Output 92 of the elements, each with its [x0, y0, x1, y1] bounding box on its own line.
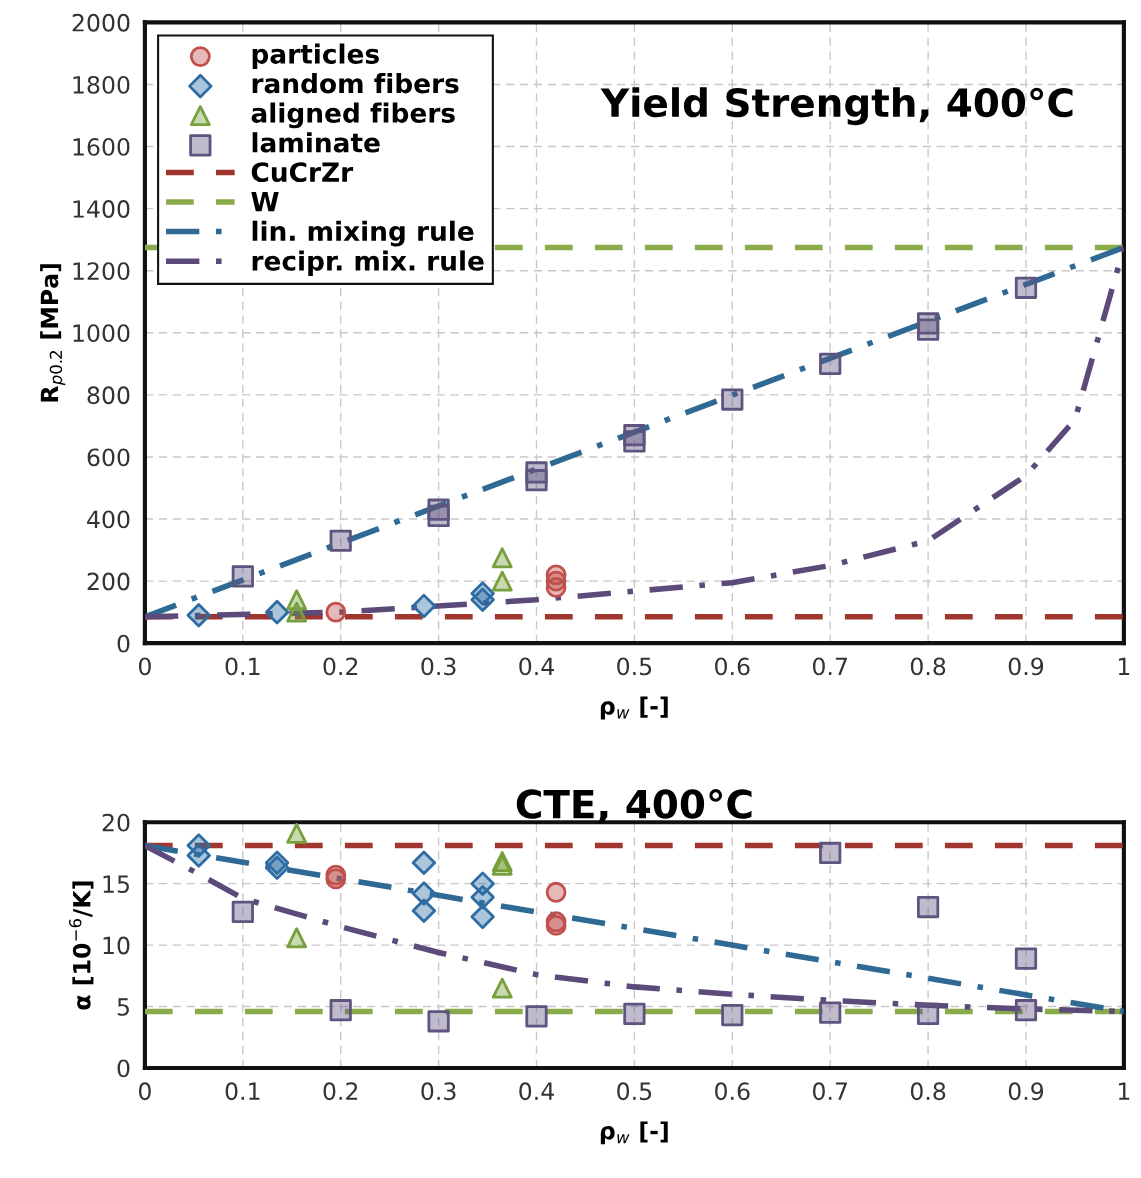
- point: [264, 599, 290, 625]
- point: [819, 1001, 842, 1024]
- point: [721, 388, 744, 411]
- point: [916, 318, 940, 341]
- y-tick-label: 1600: [73, 137, 130, 156]
- legend-label: lin. mixing rule: [252, 220, 474, 247]
- x-tick-label: 0.5: [617, 1082, 652, 1101]
- point: [286, 927, 308, 949]
- x-tick-label: 0.5: [617, 657, 652, 676]
- x-tick-label: 0.6: [715, 1082, 750, 1101]
- point: [329, 999, 352, 1022]
- x-tick-label: 0.8: [910, 657, 946, 676]
- point: [623, 430, 646, 453]
- point: [411, 593, 437, 619]
- x-tick-label: 0.1: [225, 657, 260, 676]
- y-axis-title: α [10$^{−6}$/K]: [69, 881, 94, 1010]
- legend-label: W: [251, 192, 279, 212]
- point: [491, 977, 513, 999]
- point: [545, 576, 567, 598]
- y-tick-label: 1000: [73, 324, 130, 343]
- point: [491, 547, 513, 569]
- y-tick-label: 1800: [73, 75, 130, 94]
- point: [1014, 947, 1038, 970]
- x-tick-label: 0.4: [519, 1082, 554, 1101]
- point: [1014, 999, 1038, 1022]
- point: [470, 904, 495, 930]
- point: [286, 601, 308, 623]
- point: [1014, 276, 1038, 299]
- legend-label: aligned fibers: [251, 102, 455, 129]
- x-tick-label: 0: [138, 1082, 151, 1101]
- point: [411, 898, 437, 923]
- x-axis-title: ρ$_{w}$ [-]: [600, 696, 668, 720]
- x-tick-label: 0.7: [812, 657, 847, 676]
- x-tick-label: 0.3: [421, 657, 456, 676]
- text: Yield Strength, 400°C: [600, 87, 1073, 126]
- point: [491, 570, 513, 592]
- legend-label: CuCrZr: [251, 162, 354, 183]
- legend-label: particles: [252, 43, 379, 70]
- y-axis-title: R$_{p0.2}$ [MPa]: [40, 264, 66, 402]
- y-tick-label: 200: [87, 572, 130, 591]
- point: [186, 603, 211, 628]
- point: [286, 822, 308, 844]
- point: [427, 504, 450, 528]
- point: [470, 587, 495, 612]
- y-tick-label: 400: [87, 510, 130, 529]
- point: [623, 1002, 646, 1026]
- x-tick-label: 0.9: [1008, 1082, 1044, 1101]
- point: [411, 850, 437, 875]
- legend-label: random fibers: [252, 72, 459, 94]
- y-tick-label: 1400: [73, 200, 130, 218]
- point: [721, 1004, 744, 1027]
- point: [525, 1005, 548, 1028]
- x-tick-label: 1: [1118, 657, 1130, 676]
- point: [819, 841, 842, 865]
- point: [325, 601, 347, 623]
- y-tick-label: 600: [87, 448, 130, 467]
- x-axis-title: ρ$_{w}$ [-]: [600, 1121, 668, 1145]
- x-tick-label: 0.4: [519, 657, 554, 676]
- x-tick-label: 0.3: [421, 1082, 456, 1101]
- point: [525, 469, 548, 492]
- x-tick-label: 0.2: [323, 657, 358, 676]
- point: [329, 529, 352, 552]
- legend-label: recipr. mix. rule: [252, 250, 484, 276]
- point: [545, 881, 567, 903]
- x-tick-label: 0.6: [715, 657, 750, 676]
- chart-title: CTE, 400°C: [516, 789, 752, 824]
- y-tick-label: 15: [103, 875, 129, 893]
- point: [916, 1002, 940, 1026]
- point: [264, 855, 290, 880]
- y-tick-label: 1200: [73, 262, 130, 281]
- point: [819, 352, 842, 375]
- x-tick-label: 0.1: [225, 1082, 260, 1101]
- x-tick-label: 1: [1118, 1082, 1130, 1100]
- x-tick-label: 0.8: [910, 1082, 946, 1101]
- x-tick-label: 0.7: [812, 1082, 847, 1101]
- y-tick-label: 10: [103, 936, 130, 955]
- y-tick-label: 5: [117, 998, 129, 1016]
- point: [231, 900, 254, 924]
- point: [916, 895, 940, 919]
- y-tick-label: 0: [117, 1059, 130, 1078]
- legend-label: laminate: [252, 132, 380, 153]
- x-tick-label: 0: [138, 657, 151, 676]
- x-tick-label: 0.9: [1008, 657, 1044, 676]
- y-tick-label: 20: [102, 813, 130, 832]
- point: [231, 565, 254, 588]
- y-tick-label: 0: [117, 634, 130, 653]
- point: [186, 843, 211, 868]
- y-tick-label: 2000: [72, 13, 130, 32]
- y-tick-label: 800: [87, 386, 130, 405]
- point: [427, 1010, 450, 1033]
- x-tick-label: 0.2: [323, 1082, 358, 1101]
- point: [470, 885, 495, 910]
